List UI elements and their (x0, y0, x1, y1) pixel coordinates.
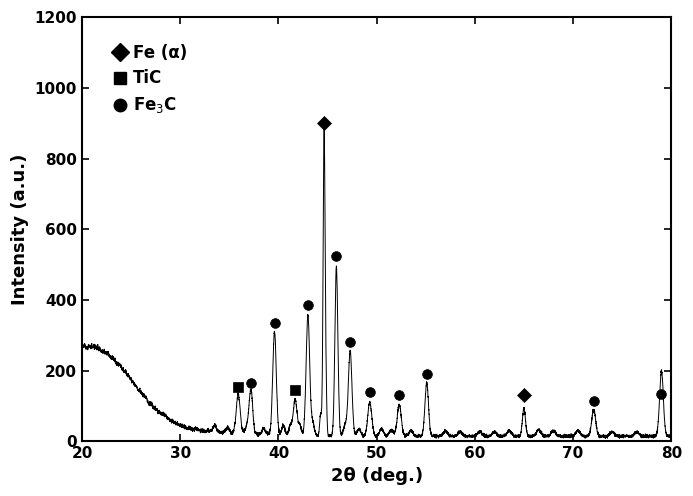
X-axis label: 2θ (deg.): 2θ (deg.) (331, 467, 423, 485)
Y-axis label: Intensity (a.u.): Intensity (a.u.) (11, 154, 29, 305)
Legend: Fe (α), TiC, Fe$_3$C: Fe (α), TiC, Fe$_3$C (107, 38, 193, 121)
